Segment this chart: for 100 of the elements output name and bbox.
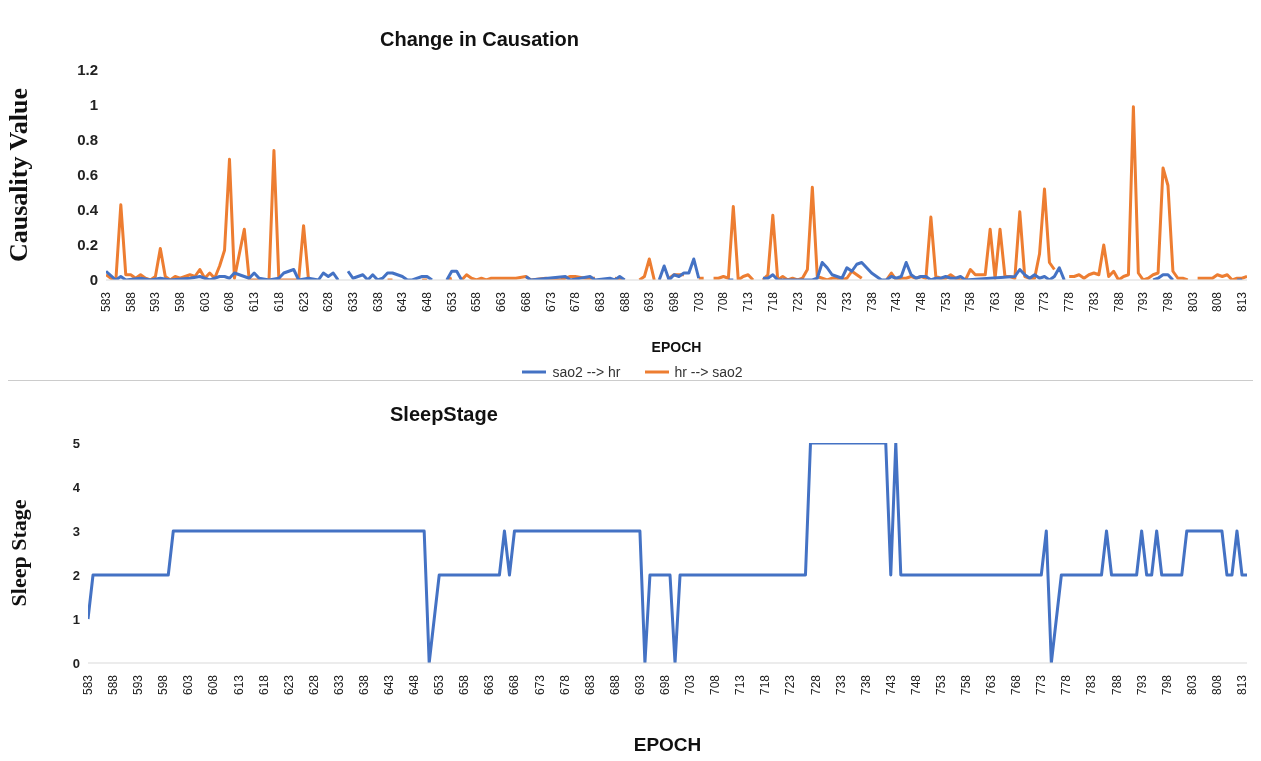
y-tick-label: 5: [72, 435, 80, 451]
x-tick-label: 753: [938, 291, 953, 313]
x-tick-label: 743: [889, 291, 904, 313]
x-tick-label: 678: [568, 291, 583, 313]
y-tick-label: 0.8: [77, 131, 98, 149]
x-tick-label: 648: [407, 674, 422, 696]
x-tick-label: 748: [914, 291, 928, 313]
x-tick-label: 803: [1185, 291, 1200, 313]
x-tick-label: 768: [1012, 291, 1027, 313]
x-tick-label: 798: [1160, 291, 1175, 313]
x-tick-label: 623: [296, 291, 311, 313]
x-tick-label: 798: [1159, 674, 1174, 696]
legend-label: hr --> sao2: [673, 364, 743, 380]
x-tick-label: 788: [1111, 291, 1126, 313]
y-tick-label: 2: [72, 567, 80, 583]
y-tick-label: 1: [89, 96, 98, 114]
x-tick-label: 698: [657, 674, 672, 696]
x-tick-label: 813: [1235, 291, 1250, 313]
x-tick-label: 788: [1109, 674, 1124, 696]
x-tick-label: 783: [1084, 674, 1099, 696]
x-tick-label: 653: [432, 674, 447, 696]
x-tick-label: 718: [765, 291, 780, 313]
x-tick-label: 793: [1134, 674, 1149, 696]
x-tick-label: 688: [617, 291, 632, 313]
x-axis-title: EPOCH: [633, 734, 702, 755]
x-tick-label: 618: [271, 291, 286, 313]
x-tick-label: 628: [306, 674, 321, 696]
y-tick-label: 1.2: [77, 61, 98, 79]
y-tick-label: 1: [72, 611, 80, 627]
x-tick-label: 773: [1037, 291, 1052, 313]
x-tick-label: 623: [281, 674, 296, 696]
chart-title: SleepStage: [390, 403, 498, 426]
y-tick-label: 4: [72, 479, 81, 495]
x-tick-label: 663: [482, 674, 497, 696]
x-tick-label: 743: [883, 674, 898, 696]
x-tick-label: 618: [256, 674, 271, 696]
x-tick-label: 613: [231, 674, 246, 696]
x-tick-label: 638: [370, 291, 385, 313]
x-tick-label: 583: [99, 291, 113, 313]
x-tick-label: 588: [106, 674, 121, 696]
x-tick-label: 593: [148, 291, 163, 313]
x-tick-label: 663: [494, 291, 509, 313]
x-tick-label: 758: [963, 291, 978, 313]
x-tick-label: 653: [444, 291, 459, 313]
x-tick-label: 613: [247, 291, 262, 313]
x-tick-label: 753: [933, 674, 948, 696]
x-tick-label: 628: [321, 291, 336, 313]
x-tick-label: 693: [632, 674, 647, 696]
y-tick-label: 0.2: [77, 236, 98, 254]
x-tick-label: 683: [582, 674, 597, 696]
x-tick-label: 678: [557, 674, 572, 696]
x-tick-label: 733: [833, 674, 848, 696]
x-tick-label: 683: [592, 291, 607, 313]
x-tick-label: 593: [131, 674, 146, 696]
x-tick-label: 723: [783, 674, 798, 696]
x-tick-label: 713: [741, 291, 756, 313]
x-tick-label: 763: [988, 291, 1003, 313]
x-tick-label: 708: [708, 674, 723, 696]
x-tick-label: 668: [507, 674, 522, 696]
x-tick-label: 633: [331, 674, 346, 696]
x-tick-label: 728: [815, 291, 830, 313]
chart-title: Change in Causation: [380, 28, 579, 51]
x-tick-label: 778: [1059, 674, 1074, 696]
x-tick-label: 698: [667, 291, 682, 313]
y-tick-label: 0: [72, 655, 80, 671]
y-axis-title: Causality Value: [4, 87, 34, 263]
x-tick-label: 748: [908, 674, 923, 696]
x-tick-label: 718: [758, 674, 773, 696]
x-tick-label: 728: [808, 674, 823, 696]
x-tick-label: 778: [1062, 291, 1077, 313]
x-tick-label: 768: [1009, 674, 1024, 696]
y-tick-label: 0.4: [77, 201, 99, 219]
x-tick-label: 723: [790, 291, 805, 313]
x-tick-label: 703: [683, 674, 698, 696]
y-tick-label: 3: [72, 523, 80, 539]
x-tick-label: 658: [469, 291, 484, 313]
x-tick-label: 633: [345, 291, 360, 313]
x-tick-label: 598: [173, 291, 188, 313]
x-tick-label: 773: [1034, 674, 1049, 696]
x-tick-label: 803: [1184, 674, 1199, 696]
y-tick-label: 0: [89, 271, 98, 289]
x-tick-label: 763: [984, 674, 999, 696]
x-tick-label: 758: [959, 674, 974, 696]
x-tick-label: 603: [181, 674, 196, 696]
x-tick-label: 583: [81, 674, 95, 696]
x-tick-label: 608: [206, 674, 221, 696]
x-tick-label: 693: [642, 291, 657, 313]
x-tick-label: 588: [123, 291, 138, 313]
x-tick-label: 598: [156, 674, 171, 696]
x-tick-label: 733: [839, 291, 854, 313]
x-axis-title: EPOCH: [651, 339, 702, 355]
legend-label: sao2 --> hr: [551, 364, 621, 380]
x-tick-label: 658: [457, 674, 472, 696]
x-tick-label: 808: [1210, 291, 1225, 313]
y-tick-label: 0.6: [77, 166, 98, 184]
x-tick-label: 643: [395, 291, 410, 313]
x-tick-label: 813: [1234, 674, 1249, 696]
x-tick-label: 603: [197, 291, 212, 313]
x-tick-label: 703: [691, 291, 706, 313]
x-tick-label: 783: [1086, 291, 1101, 313]
